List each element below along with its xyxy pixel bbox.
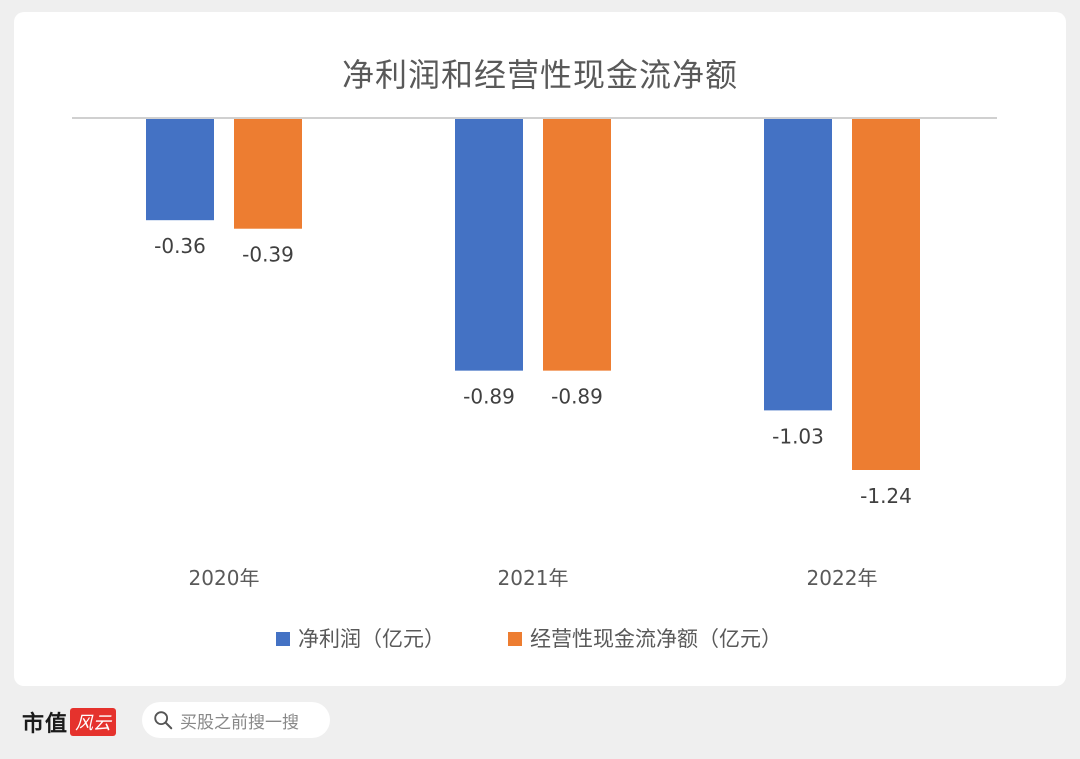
data-label-1-2: -1.24: [860, 484, 912, 508]
category-label-2: 2022年: [807, 566, 878, 590]
footer-bar: 市值 风云 买股之前搜一搜: [0, 690, 1080, 759]
bar-operating-cashflow-2: [852, 118, 920, 470]
legend-swatch-1: [508, 632, 522, 646]
search-icon: [154, 711, 173, 730]
data-label-1-1: -0.89: [551, 385, 603, 409]
category-label-0: 2020年: [189, 566, 260, 590]
brand-logo[interactable]: 市值 风云: [22, 706, 117, 738]
chart-title: 净利润和经营性现金流净额: [341, 56, 738, 94]
data-label-0-2: -1.03: [772, 424, 824, 448]
bar-net-profit-2: [764, 118, 832, 411]
bar-operating-cashflow-0: [234, 118, 302, 229]
brand-name: 市值: [22, 711, 69, 737]
legend-swatch-0: [276, 632, 290, 646]
data-label-1-0: -0.39: [242, 243, 294, 267]
bar-net-profit-0: [146, 118, 214, 221]
chart-plot: -0.36 -0.39 2020年 -0.89 -0.89 2021年 -1.03 -1.24…: [72, 117, 997, 651]
bar-net-profit-1: [455, 118, 523, 371]
data-label-0-1: -0.89: [463, 385, 515, 409]
search-box[interactable]: 买股之前搜一搜: [142, 702, 330, 738]
category-label-1: 2021年: [498, 566, 569, 590]
chart-card: 净利润和经营性现金流净额 -0.36 -0.39 2020年 -0.89 -0.89 20…: [14, 12, 1066, 686]
legend-label-0: 净利润（亿元）: [298, 627, 445, 651]
data-label-0-0: -0.36: [154, 234, 206, 258]
bar-operating-cashflow-1: [543, 118, 611, 371]
brand-script: 风云: [70, 708, 117, 736]
legend-label-1: 经营性现金流净额（亿元）: [530, 627, 782, 651]
search-placeholder: 买股之前搜一搜: [180, 712, 299, 733]
